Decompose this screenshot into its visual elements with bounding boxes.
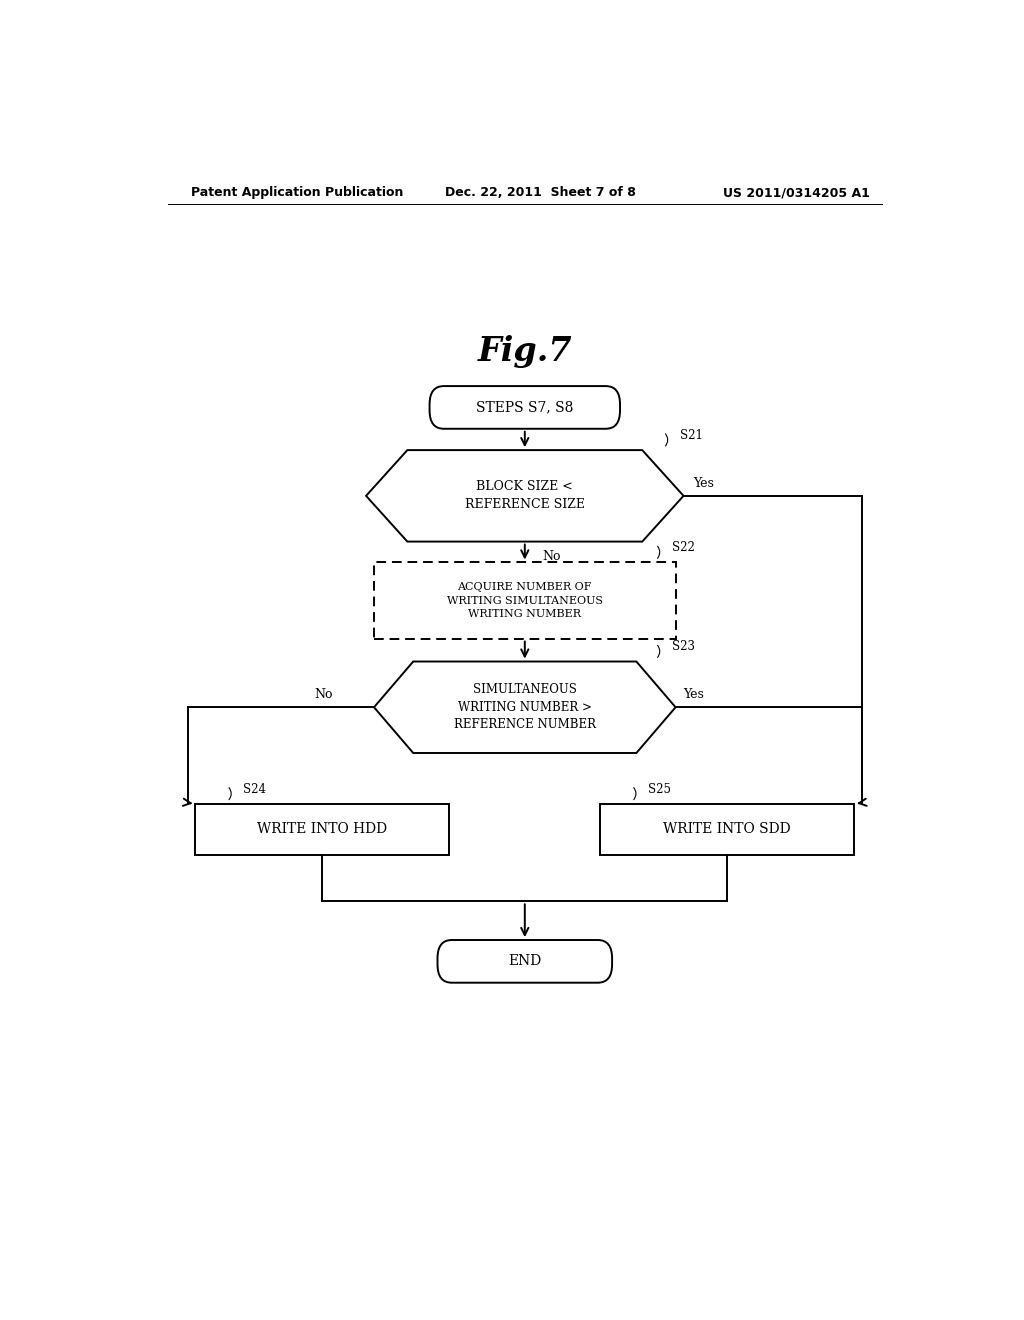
- Bar: [196, 804, 450, 854]
- Text: S25: S25: [648, 783, 671, 796]
- Text: No: No: [543, 549, 561, 562]
- FancyBboxPatch shape: [430, 385, 620, 429]
- Text: Fig.7: Fig.7: [477, 335, 572, 368]
- FancyBboxPatch shape: [437, 940, 612, 982]
- Bar: [374, 562, 676, 639]
- Bar: [600, 804, 854, 854]
- Text: S21: S21: [680, 429, 702, 442]
- Text: ACQUIRE NUMBER OF
WRITING SIMULTANEOUS
WRITING NUMBER: ACQUIRE NUMBER OF WRITING SIMULTANEOUS W…: [446, 582, 603, 619]
- Text: Yes: Yes: [684, 688, 705, 701]
- Text: S22: S22: [672, 541, 694, 554]
- Text: END: END: [508, 954, 542, 969]
- Text: S24: S24: [243, 783, 266, 796]
- Text: SIMULTANEOUS
WRITING NUMBER >
REFERENCE NUMBER: SIMULTANEOUS WRITING NUMBER > REFERENCE …: [454, 684, 596, 731]
- Text: WRITE INTO HDD: WRITE INTO HDD: [257, 822, 387, 837]
- Text: WRITE INTO SDD: WRITE INTO SDD: [664, 822, 791, 837]
- Text: S23: S23: [672, 640, 694, 653]
- Text: Patent Application Publication: Patent Application Publication: [191, 186, 403, 199]
- Text: BLOCK SIZE <
REFERENCE SIZE: BLOCK SIZE < REFERENCE SIZE: [465, 480, 585, 511]
- Text: STEPS S7, S8: STEPS S7, S8: [476, 400, 573, 414]
- Text: No: No: [314, 688, 333, 701]
- Text: US 2011/0314205 A1: US 2011/0314205 A1: [723, 186, 870, 199]
- Text: Yes: Yes: [693, 477, 714, 490]
- Polygon shape: [367, 450, 684, 541]
- Text: Dec. 22, 2011  Sheet 7 of 8: Dec. 22, 2011 Sheet 7 of 8: [445, 186, 636, 199]
- Polygon shape: [374, 661, 676, 752]
